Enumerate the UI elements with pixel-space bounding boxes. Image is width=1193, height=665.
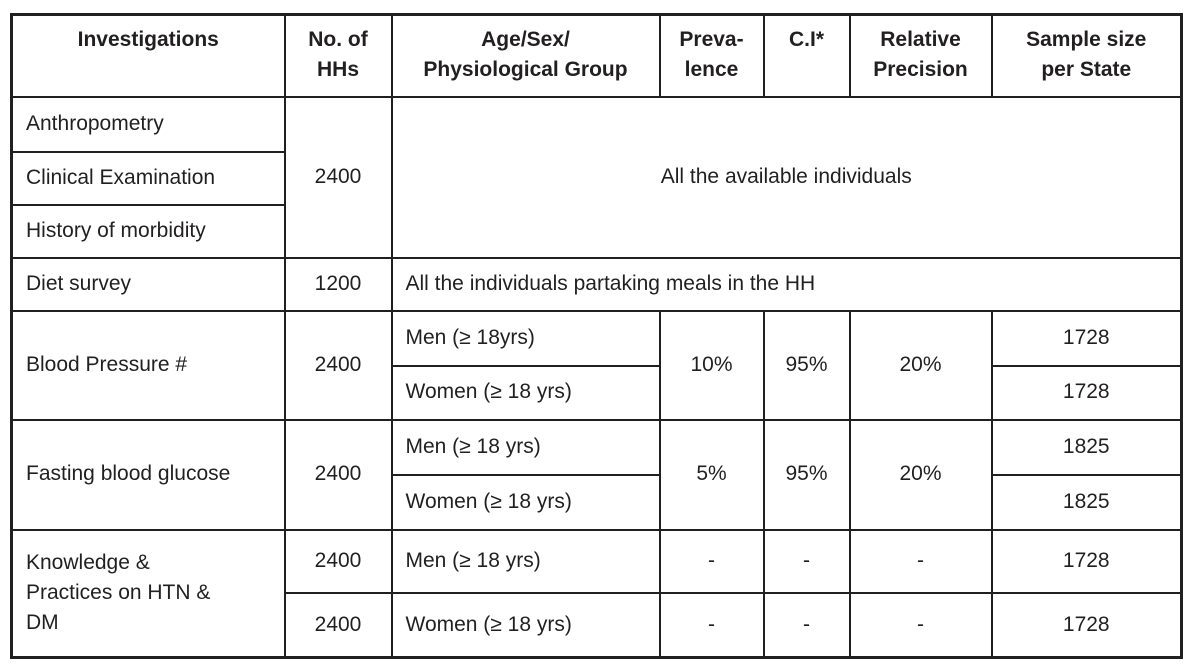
- cell-group-kp-men: Men (≥ 18 yrs): [390, 528, 661, 594]
- col-header-age-sex-group: Age/Sex/ Physiological Group: [390, 13, 661, 98]
- col-header-ci: C.I*: [762, 13, 851, 98]
- cell-group-diet: All the individuals partaking meals in t…: [390, 256, 1183, 312]
- survey-sampling-table: Investigations No. of HHs Age/Sex/ Physi…: [10, 13, 1183, 659]
- col-header-investigations: Investigations: [10, 13, 286, 98]
- cell-group-bp-women: Women (≥ 18 yrs): [390, 364, 661, 421]
- cell-group-fbg-women: Women (≥ 18 yrs): [390, 473, 661, 531]
- cell-ci-kp-women: -: [762, 591, 851, 659]
- cell-investigation-history: History of morbidity: [10, 203, 286, 259]
- cell-hhs-blood-pressure: 2400: [283, 309, 393, 421]
- cell-group-kp-women: Women (≥ 18 yrs): [390, 591, 661, 659]
- cell-ci-kp-men: -: [762, 528, 851, 594]
- col-header-no-of-hhs: No. of HHs: [283, 13, 393, 98]
- col-header-relative-precision: Relative Precision: [848, 13, 993, 98]
- table-row-knowledge-practices-women: 2400 Women (≥ 18 yrs) - - - 1728: [12, 591, 1183, 659]
- cell-relative-precision-kp-men: -: [848, 528, 993, 594]
- cell-prevalence-kp-men: -: [658, 528, 765, 594]
- cell-sample-kp-men: 1728: [990, 528, 1183, 594]
- cell-ci-fbg: 95%: [762, 418, 851, 531]
- cell-hhs-kp-men: 2400: [283, 528, 393, 594]
- table-row-fasting-glucose-men: Fasting blood glucose 2400 Men (≥ 18 yrs…: [10, 418, 1183, 531]
- cell-sample-kp-women: 1728: [990, 591, 1183, 659]
- col-header-sample-size: Sample size per State: [990, 13, 1183, 98]
- cell-prevalence-kp-women: -: [658, 591, 765, 659]
- cell-prevalence-fbg: 5%: [658, 418, 765, 531]
- table-row-blood-pressure-women: Women (≥ 18 yrs) 1728: [12, 364, 1183, 421]
- cell-investigation-fasting-glucose: Fasting blood glucose: [10, 418, 286, 531]
- table-row-fasting-glucose-women: Women (≥ 18 yrs) 1825: [12, 473, 1183, 531]
- cell-sample-bp-men: 1728: [990, 309, 1183, 367]
- cell-hhs-diet: 1200: [283, 256, 393, 312]
- cell-hhs-general: 2400: [283, 95, 393, 259]
- cell-relative-precision-bp: 20%: [848, 309, 993, 421]
- cell-prevalence-bp: 10%: [658, 309, 765, 421]
- table-row-clinical-examination: Clinical Examination: [10, 150, 1182, 206]
- header-row: Investigations No. of HHs Age/Sex/ Physi…: [10, 13, 1183, 98]
- cell-investigation-knowledge-practices: Knowledge & Practices on HTN & DM: [10, 528, 286, 659]
- cell-group-bp-men: Men (≥ 18yrs): [390, 309, 661, 367]
- cell-sample-fbg-women: 1825: [990, 473, 1183, 531]
- cell-investigation-diet: Diet survey: [10, 256, 286, 312]
- cell-relative-precision-kp-women: -: [848, 591, 993, 659]
- cell-sample-bp-women: 1728: [990, 364, 1183, 421]
- table-row-knowledge-practices-men: Knowledge & Practices on HTN & DM 2400 M…: [10, 528, 1183, 659]
- cell-hhs-fasting-glucose: 2400: [283, 418, 393, 531]
- table-row-anthropometry: Anthropometry 2400 All the available ind…: [10, 95, 1183, 259]
- cell-investigation-anthropometry: Anthropometry: [10, 95, 286, 153]
- cell-relative-precision-fbg: 20%: [848, 418, 993, 531]
- cell-investigation-blood-pressure: Blood Pressure #: [10, 309, 286, 421]
- table-row-history-of-morbidity: History of morbidity: [10, 203, 1182, 259]
- table-row-diet-survey: Diet survey 1200 All the individuals par…: [10, 256, 1183, 312]
- cell-sample-fbg-men: 1825: [990, 418, 1183, 476]
- cell-investigation-clinical: Clinical Examination: [10, 150, 286, 206]
- table-row-blood-pressure-men: Blood Pressure # 2400 Men (≥ 18yrs) 10% …: [10, 309, 1183, 421]
- cell-ci-bp: 95%: [762, 309, 851, 421]
- col-header-prevalence: Preva- lence: [658, 13, 765, 98]
- cell-hhs-kp-women: 2400: [283, 591, 393, 659]
- cell-group-fbg-men: Men (≥ 18 yrs): [390, 418, 661, 476]
- cell-group-general: All the available individuals: [390, 95, 1183, 259]
